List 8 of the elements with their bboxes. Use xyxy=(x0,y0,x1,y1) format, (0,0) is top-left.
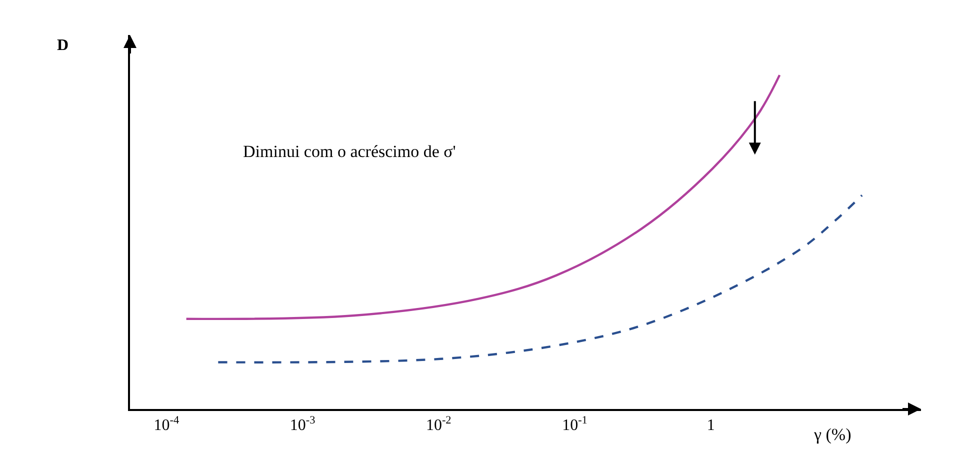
x-axis-title: γ (%) xyxy=(813,425,852,444)
x-tick-label: 10$^{-4}$ xyxy=(154,414,180,434)
x-tick-label: 10$^{-3}$ xyxy=(290,414,316,434)
x-tick-label: 1 xyxy=(706,417,715,434)
x-tick-label: 10$^{-2}$ xyxy=(426,414,452,434)
annotation: Diminui com o acréscimo de σ' xyxy=(243,142,456,161)
x-tick-label: 10$^{-1}$ xyxy=(562,414,588,434)
y-axis-title: D xyxy=(57,37,69,54)
